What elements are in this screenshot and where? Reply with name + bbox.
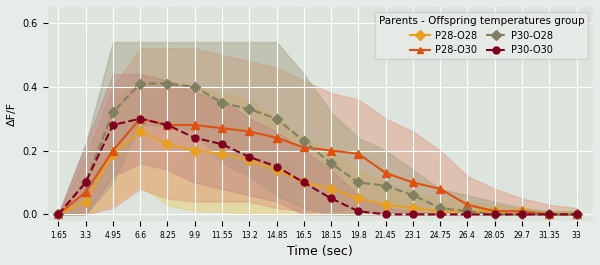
X-axis label: Time (sec): Time (sec): [287, 245, 353, 258]
Y-axis label: ΔF/F: ΔF/F: [7, 102, 17, 126]
Legend: P28-O28, P28-O30, P30-O28, P30-O30: P28-O28, P28-O30, P30-O28, P30-O30: [375, 12, 588, 59]
